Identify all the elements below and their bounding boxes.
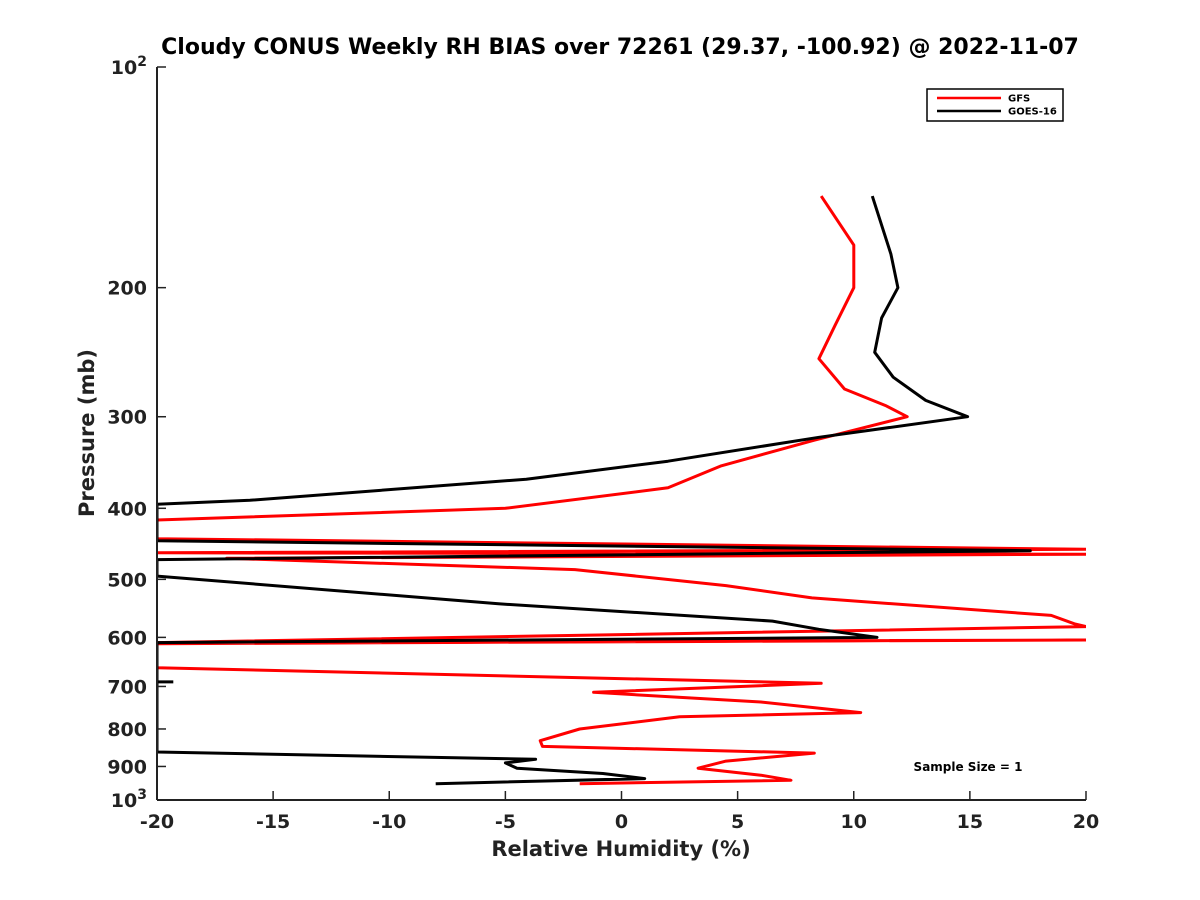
y-tick-label: 300 (107, 407, 147, 429)
x-ticks: -20 -15 -10 -5 0 5 10 15 20 (140, 791, 1099, 833)
x-tick-label: 10 (841, 811, 867, 833)
legend-box (926, 88, 1064, 122)
y-tick-label: 200 (107, 278, 147, 300)
x-tick-label: -20 (140, 811, 174, 833)
legend: GFS GOES-16 (926, 88, 1064, 122)
y-tick-label: 700 (107, 676, 147, 698)
legend-label-goes-16: GOES-16 (1008, 107, 1057, 118)
legend-label-gfs: GFS (1008, 94, 1030, 105)
sample-size-annotation: Sample Size = 1 (914, 760, 1023, 774)
x-tick-label: 20 (1073, 811, 1099, 833)
x-tick-label: 0 (615, 811, 628, 833)
y-tick-label: 500 (107, 569, 147, 591)
y-tick-label: 800 (107, 719, 147, 741)
x-tick-label: -15 (256, 811, 290, 833)
x-tick-label: -10 (372, 811, 406, 833)
chart-title: Cloudy CONUS Weekly RH BIAS over 72261 (… (161, 35, 1079, 60)
series-line-gfs (157, 195, 1086, 786)
y-axis-label: Pressure (mb) (75, 349, 99, 517)
x-tick-label: 5 (731, 811, 744, 833)
y-tick-label-power: 102 (111, 54, 147, 79)
y-tick-label: 600 (107, 627, 147, 649)
x-tick-label: -5 (495, 811, 516, 833)
x-axis-label: Relative Humidity (%) (491, 837, 750, 861)
y-tick-label-power: 103 (111, 787, 147, 812)
series-line-goes-16 (157, 195, 1032, 786)
x-tick-label: 15 (957, 811, 983, 833)
y-tick-label: 900 (107, 756, 147, 778)
series-group (157, 195, 1086, 786)
y-ticks: 200 300 400 500 600 700 800 900 102 103 (107, 54, 166, 812)
y-tick-label: 400 (107, 498, 147, 520)
